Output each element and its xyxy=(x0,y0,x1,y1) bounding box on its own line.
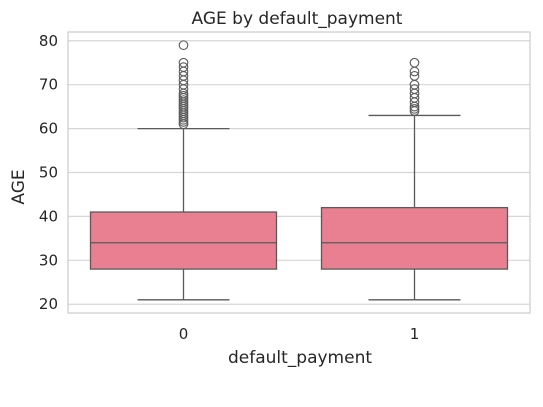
y-tick-label: 80 xyxy=(39,32,58,50)
y-tick-label: 50 xyxy=(39,164,58,182)
y-tick-label: 30 xyxy=(39,251,58,269)
outlier-point xyxy=(178,40,189,51)
axes-frame xyxy=(67,31,531,314)
y-tick-label: 40 xyxy=(39,207,58,225)
box-group-0 xyxy=(89,40,278,301)
x-axis-label: default_payment xyxy=(228,348,372,368)
outlier-point xyxy=(178,62,189,72)
boxes xyxy=(89,40,509,301)
outlier-point xyxy=(178,57,189,68)
y-tick-label: 70 xyxy=(39,76,58,94)
iqr-box xyxy=(89,211,278,270)
x-tick-label: 1 xyxy=(410,325,420,343)
plot-frame xyxy=(67,31,531,314)
y-tick-labels: 20 30 40 50 60 70 80 xyxy=(39,32,58,313)
y-tick-label: 60 xyxy=(39,120,58,138)
outlier-point xyxy=(409,57,420,68)
iqr-box xyxy=(320,206,509,270)
x-tick-label: 0 xyxy=(179,325,189,343)
y-axis-label: AGE xyxy=(9,169,29,204)
outlier-point xyxy=(409,84,420,94)
y-tick-label: 20 xyxy=(39,295,58,313)
box-group-1 xyxy=(320,57,509,301)
chart-title: AGE by default_payment xyxy=(192,9,403,29)
outlier-point xyxy=(409,71,420,81)
